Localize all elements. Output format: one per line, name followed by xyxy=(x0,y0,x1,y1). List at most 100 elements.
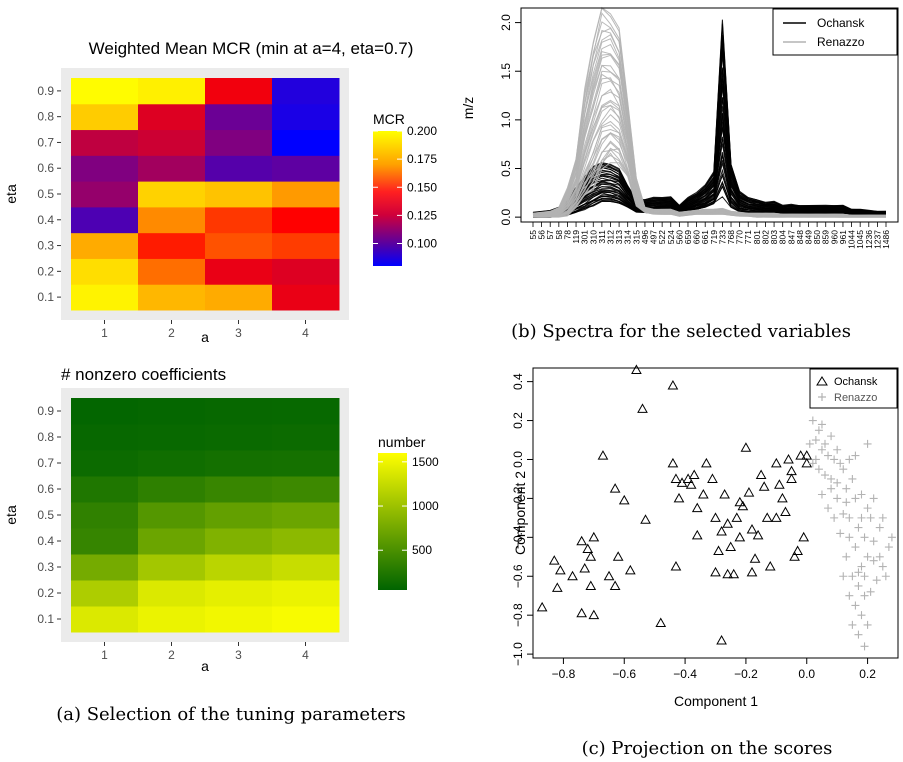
legend-tick-label: 1500 xyxy=(412,455,439,469)
heatmap-cell xyxy=(272,502,340,529)
x-tick-label: 847 xyxy=(786,230,796,244)
scatter-point-ochansk xyxy=(667,379,679,390)
scatter-point-ochansk xyxy=(734,531,746,542)
y-tick-label: −0.6 xyxy=(511,564,525,588)
scatter-point-renazzo xyxy=(866,587,875,596)
x-tick-label: 848 xyxy=(795,230,805,244)
legend-triangle-icon xyxy=(816,376,828,386)
scatter-point-ochansk xyxy=(798,531,810,542)
scatter-point-renazzo xyxy=(827,474,836,483)
scatter-point-renazzo xyxy=(857,513,866,522)
x-tick-label: 1 xyxy=(101,648,108,662)
heatmap-cell xyxy=(71,424,139,451)
heatmap-cell xyxy=(272,554,340,581)
scatter-point-ochansk xyxy=(609,580,621,590)
heatmap-cell xyxy=(138,129,206,156)
scatter-point-ochansk xyxy=(774,479,785,489)
scatter-point-renazzo xyxy=(854,630,863,639)
heatmap-cell xyxy=(272,424,340,451)
scatter-point-ochansk xyxy=(783,453,794,464)
heatmap-cell xyxy=(272,155,340,182)
x-tick-label: 859 xyxy=(821,230,831,244)
scatter-point-renazzo xyxy=(872,576,881,585)
x-tick-label: −0.2 xyxy=(734,667,758,681)
caption-b: (b) Spectra for the selected variables xyxy=(511,321,851,342)
scatter-point-renazzo xyxy=(854,581,863,590)
scatter-point-ochansk xyxy=(555,564,566,575)
scatter-point-ochansk xyxy=(755,469,767,480)
heatmap-cell xyxy=(71,103,139,131)
y-tick-label: 0.2 xyxy=(511,412,525,429)
heatmap-cell xyxy=(205,129,273,156)
x-tick-label: 803 xyxy=(769,230,779,244)
scatter-point-ochansk xyxy=(740,442,752,452)
legend-tick-label: 0.100 xyxy=(407,237,437,251)
nonzero-heatmap-ylabel: eta xyxy=(3,505,19,525)
heatmap-cell xyxy=(71,398,139,425)
scatter-point-ochansk xyxy=(746,566,758,577)
x-tick-label: 301 xyxy=(580,230,590,244)
legend-tick-label: 500 xyxy=(412,543,432,557)
heatmap-cell xyxy=(205,181,273,208)
mcr-heatmap-title: Weighted Mean MCR (min at a=4, eta=0.7) xyxy=(89,39,414,58)
scatter-point-renazzo xyxy=(845,513,854,522)
heatmap-cell xyxy=(272,103,340,131)
x-tick-label: 661 xyxy=(700,230,710,244)
scatter-point-ochansk xyxy=(716,634,727,645)
heatmap-cell xyxy=(205,258,273,285)
x-tick-label: −0.6 xyxy=(612,667,636,681)
mcr-heatmap-axes: 1 2 3 4 0.1 0.2 0.3 0.4 0.5 0.6 0.7 0.8 0.9 xyxy=(37,84,309,340)
y-tick-label: −1.0 xyxy=(511,642,525,666)
y-tick-label: 0.7 xyxy=(37,135,54,149)
mcr-legend-title: MCR xyxy=(373,111,405,127)
heatmap-cell xyxy=(71,528,139,555)
heatmap-cell xyxy=(205,580,273,607)
scatter-point-ochansk xyxy=(758,481,770,491)
scatter-point-renazzo xyxy=(854,523,863,532)
scatter-point-ochansk xyxy=(582,543,594,554)
x-tick-label: 312 xyxy=(605,230,615,244)
scatter-point-ochansk xyxy=(588,531,600,542)
scatter-point-renazzo xyxy=(860,642,869,651)
x-tick-label: 314 xyxy=(623,230,633,244)
scatter-point-renazzo xyxy=(881,572,890,581)
y-tick-label: 0.9 xyxy=(37,404,54,418)
spectra-plot-box xyxy=(520,7,899,223)
y-tick-label: 0.0 xyxy=(511,451,525,468)
legend-ochansk-scatter-label: Ochansk xyxy=(834,376,878,388)
scatter-point-ochansk xyxy=(688,469,700,480)
scatter-point-renazzo xyxy=(848,474,857,483)
scatter-point-renazzo xyxy=(830,455,839,464)
y-tick-label: 0.5 xyxy=(499,160,513,177)
heatmap-cell xyxy=(272,450,340,477)
scatter-point-ochansk xyxy=(728,568,740,579)
mcr-heatmap-xlabel: a xyxy=(201,329,209,345)
x-tick-label: 960 xyxy=(829,230,839,244)
y-tick-label: 0.5 xyxy=(37,508,54,522)
heatmap-cell xyxy=(71,129,139,156)
scatter-point-ochansk xyxy=(551,582,563,592)
scatter-point-renazzo xyxy=(833,494,842,503)
scatter-point-renazzo xyxy=(824,504,833,513)
scatter-point-renazzo xyxy=(833,445,842,454)
x-tick-label: 4 xyxy=(302,326,309,340)
x-tick-label: 3 xyxy=(235,648,242,662)
scatter-point-ochansk xyxy=(770,457,782,468)
heatmap-cell xyxy=(272,606,340,633)
scatter-point-ochansk xyxy=(701,457,712,468)
y-tick-label: 0.9 xyxy=(37,84,54,98)
y-tick-label: 0.1 xyxy=(37,612,54,626)
legend-tick-label: 0.150 xyxy=(407,180,437,194)
mcr-heatmap-cells xyxy=(71,78,340,311)
x-tick-label: 660 xyxy=(692,230,702,244)
scatter-point-ochansk xyxy=(585,551,597,561)
x-tick-label: 313 xyxy=(614,230,624,244)
nonzero-colorbar-ticks: 500 1000 1500 xyxy=(378,455,439,557)
scatter-point-renazzo xyxy=(827,432,836,441)
y-tick-label: 0.4 xyxy=(37,213,54,227)
y-tick-label: 0.6 xyxy=(37,482,54,496)
y-tick-label: 0.6 xyxy=(37,161,54,175)
scatter-point-renazzo xyxy=(821,471,829,480)
scatter-point-renazzo xyxy=(845,455,854,464)
